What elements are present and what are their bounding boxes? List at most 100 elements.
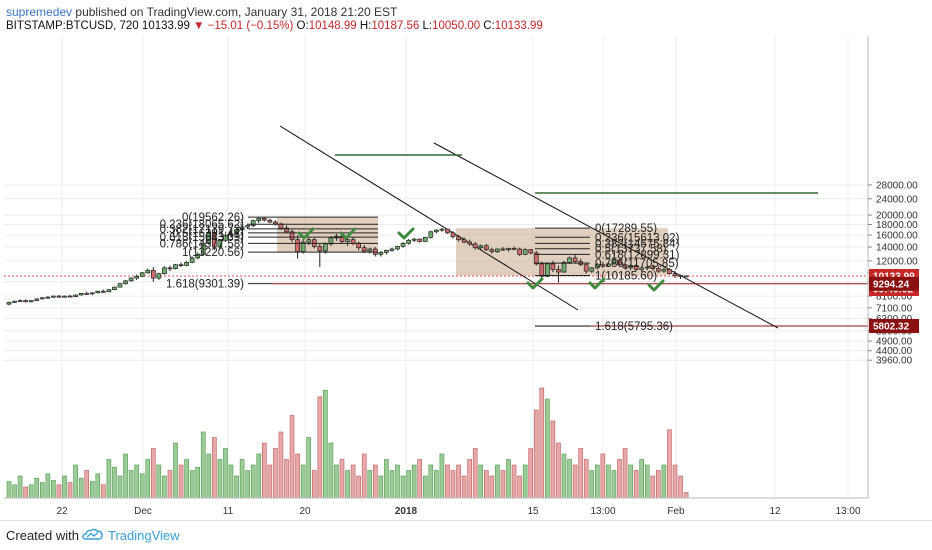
volume-bar bbox=[667, 429, 672, 499]
volume-bar bbox=[289, 415, 295, 499]
candle-body bbox=[189, 257, 195, 263]
candle-body bbox=[234, 229, 239, 235]
candle-body bbox=[267, 219, 273, 223]
fib-level-label: 0.236(18065.62) bbox=[160, 219, 245, 231]
candle-body bbox=[112, 286, 117, 291]
volume-bar bbox=[672, 464, 678, 499]
candle-body bbox=[139, 272, 145, 277]
author-link[interactable]: supremedev bbox=[6, 5, 73, 19]
candle-body bbox=[206, 231, 212, 244]
volume-bar bbox=[472, 448, 478, 499]
plot-area bbox=[4, 36, 868, 498]
volume-bar bbox=[256, 453, 262, 499]
time-tick-label: Feb bbox=[667, 506, 685, 517]
price-chart[interactable]: 0(19562.26)0.236(18065.62)0.382(17139.73… bbox=[0, 36, 932, 520]
price-tick-label: 7100.00 bbox=[876, 303, 913, 314]
volume-bar bbox=[178, 464, 184, 499]
volume-bar bbox=[267, 464, 273, 499]
candle-body bbox=[628, 265, 633, 269]
trendline-left bbox=[279, 125, 579, 311]
candle-body bbox=[17, 300, 23, 302]
volume-bar bbox=[450, 470, 456, 499]
volume-bar bbox=[273, 448, 278, 499]
volume-bar bbox=[367, 470, 373, 499]
volume-bar bbox=[167, 470, 173, 499]
volume-bar bbox=[39, 482, 45, 499]
candle-body bbox=[289, 231, 295, 241]
volume-bar bbox=[428, 464, 434, 499]
volume-bar bbox=[606, 464, 611, 499]
candle-body bbox=[417, 238, 423, 242]
candle-body bbox=[478, 245, 484, 249]
time-axis[interactable] bbox=[4, 498, 868, 520]
symbol-legend: BITSTAMP:BTCUSD, 720 10133.99 ▼ −15.01 (… bbox=[6, 20, 543, 32]
time-tick-label: 2018 bbox=[395, 506, 418, 517]
candle-body bbox=[550, 263, 556, 270]
volume-bar bbox=[112, 466, 117, 499]
price-tick-label: 24000.00 bbox=[876, 194, 918, 205]
candle-body bbox=[400, 242, 406, 247]
candle-body bbox=[134, 275, 139, 279]
tradingview-logo-icon[interactable] bbox=[82, 527, 104, 543]
candle-body bbox=[367, 248, 373, 252]
volume-bar bbox=[678, 475, 683, 499]
fib-level-label: 0.786(11705.85) bbox=[595, 258, 679, 270]
volume-bar bbox=[567, 459, 572, 499]
volume-bar bbox=[356, 475, 361, 499]
candle-body bbox=[467, 241, 472, 245]
candle-body bbox=[145, 269, 151, 274]
price-change: ▼ −15.01 (−0.15%) bbox=[193, 20, 294, 32]
fib-level-label: 1.618(9301.39) bbox=[166, 279, 244, 291]
candle-body bbox=[89, 292, 95, 295]
volume-bar bbox=[123, 453, 128, 499]
candle-body bbox=[162, 267, 167, 275]
volume-bar bbox=[361, 453, 367, 499]
volume-bar bbox=[239, 459, 245, 499]
checkmark-icon bbox=[339, 227, 357, 240]
candle-body bbox=[644, 266, 650, 269]
candle-body bbox=[678, 275, 683, 277]
volume-bar bbox=[145, 459, 151, 499]
volume-bar bbox=[389, 470, 395, 499]
candle-body bbox=[633, 265, 639, 270]
volume-bar bbox=[522, 464, 528, 499]
checkmark-icon bbox=[526, 277, 544, 290]
candle-body bbox=[156, 273, 162, 279]
trendline-right bbox=[433, 142, 779, 329]
volume-bar bbox=[400, 475, 406, 499]
volume-bar bbox=[395, 464, 400, 499]
candle-body bbox=[223, 234, 228, 241]
price-tick-label: 14000.00 bbox=[876, 243, 918, 254]
candle-body bbox=[617, 259, 622, 266]
volume-bar bbox=[261, 442, 267, 499]
candle-body bbox=[62, 295, 67, 298]
volume-bar bbox=[328, 442, 334, 499]
candle-body bbox=[150, 269, 156, 279]
volume-bar bbox=[200, 431, 206, 499]
candle-body bbox=[67, 295, 73, 298]
volume-bar bbox=[650, 475, 656, 499]
tradingview-brand[interactable]: TradingView bbox=[108, 528, 180, 543]
volume-bar bbox=[500, 470, 506, 499]
volume-bar bbox=[611, 470, 617, 499]
candle-body bbox=[323, 243, 328, 252]
price-axis[interactable] bbox=[868, 36, 932, 498]
volume-bar bbox=[478, 464, 484, 499]
candle-body bbox=[117, 283, 123, 288]
volume-bar bbox=[561, 453, 567, 499]
candle-body bbox=[51, 295, 56, 298]
grid bbox=[4, 36, 868, 498]
candle-body bbox=[317, 246, 323, 252]
volume-bar bbox=[545, 398, 550, 499]
volume-bar bbox=[334, 464, 339, 499]
time-tick-label: 20 bbox=[299, 506, 311, 517]
candle-body bbox=[672, 273, 678, 276]
volume-bar bbox=[156, 464, 162, 499]
volume-bar bbox=[134, 464, 139, 499]
fib-retracement-left: 0(19562.26)0.236(18065.62)0.382(17139.73… bbox=[160, 212, 378, 291]
candle-body bbox=[384, 249, 389, 253]
candle-body bbox=[28, 300, 34, 303]
volume-bar bbox=[483, 470, 489, 499]
volume-bar bbox=[173, 442, 178, 499]
chart-header: supremedev published on TradingView.com,… bbox=[0, 0, 932, 36]
